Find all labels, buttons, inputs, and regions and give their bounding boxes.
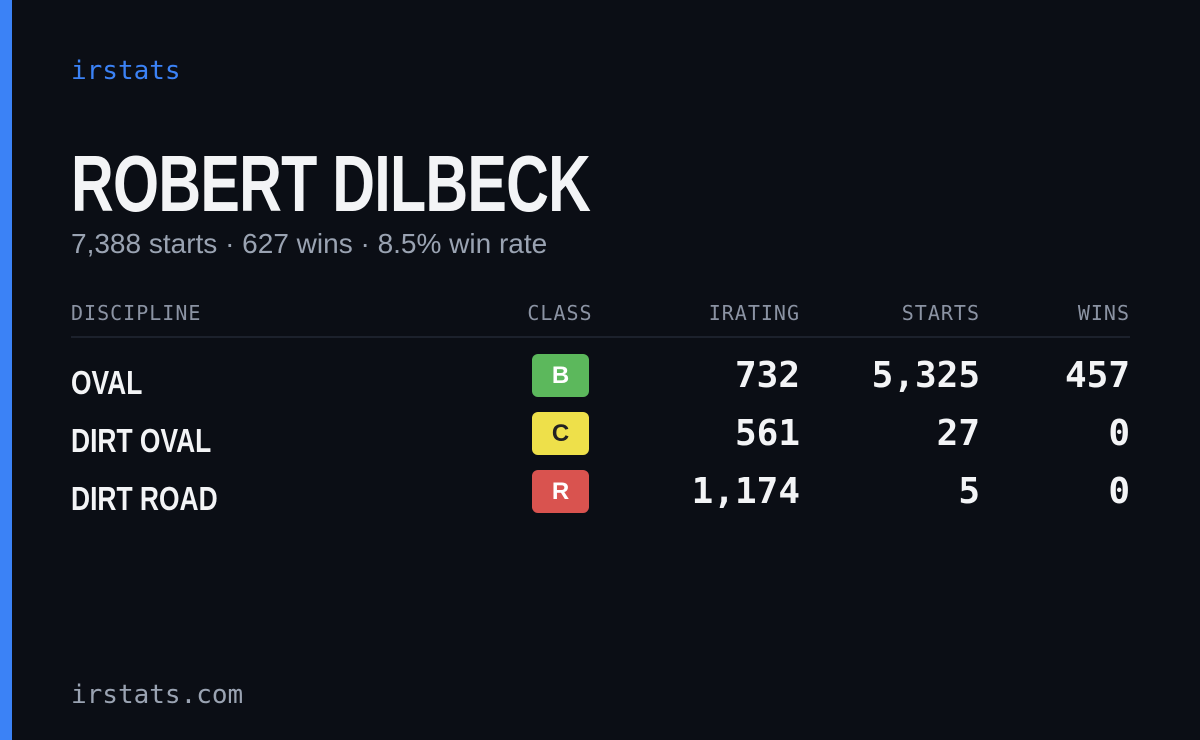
header-rule bbox=[71, 336, 1130, 338]
discipline: OVAL bbox=[71, 364, 143, 401]
column-header: WINS bbox=[1077, 301, 1130, 325]
accent-bar bbox=[0, 0, 12, 740]
wins-value: 0 bbox=[1108, 471, 1130, 512]
driver-name: ROBERT DILBECK bbox=[71, 139, 591, 228]
column-header: DISCIPLINE bbox=[71, 301, 202, 325]
class-badge: R bbox=[532, 470, 589, 513]
summary: 7,388 starts · 627 wins · 8.5% win rate bbox=[71, 228, 548, 259]
column-header: STARTS bbox=[901, 301, 980, 325]
column-header: CLASS bbox=[527, 301, 593, 325]
column-header: IRATING bbox=[708, 301, 800, 325]
class-badge: C bbox=[532, 412, 589, 455]
starts-value: 5 bbox=[958, 471, 980, 512]
irating-value: 561 bbox=[734, 413, 800, 454]
irating-value: 732 bbox=[734, 355, 800, 396]
starts-value: 27 bbox=[936, 413, 980, 454]
irating-value: 1,174 bbox=[691, 471, 800, 512]
starts-value: 5,325 bbox=[871, 355, 980, 396]
wins-value: 0 bbox=[1108, 413, 1130, 454]
class-badge: B bbox=[532, 354, 589, 397]
discipline: DIRT ROAD bbox=[71, 480, 218, 517]
discipline: DIRT OVAL bbox=[71, 422, 212, 459]
brand: irstats bbox=[71, 56, 181, 86]
footer-site: irstats.com bbox=[71, 680, 244, 710]
wins-value: 457 bbox=[1064, 355, 1130, 396]
